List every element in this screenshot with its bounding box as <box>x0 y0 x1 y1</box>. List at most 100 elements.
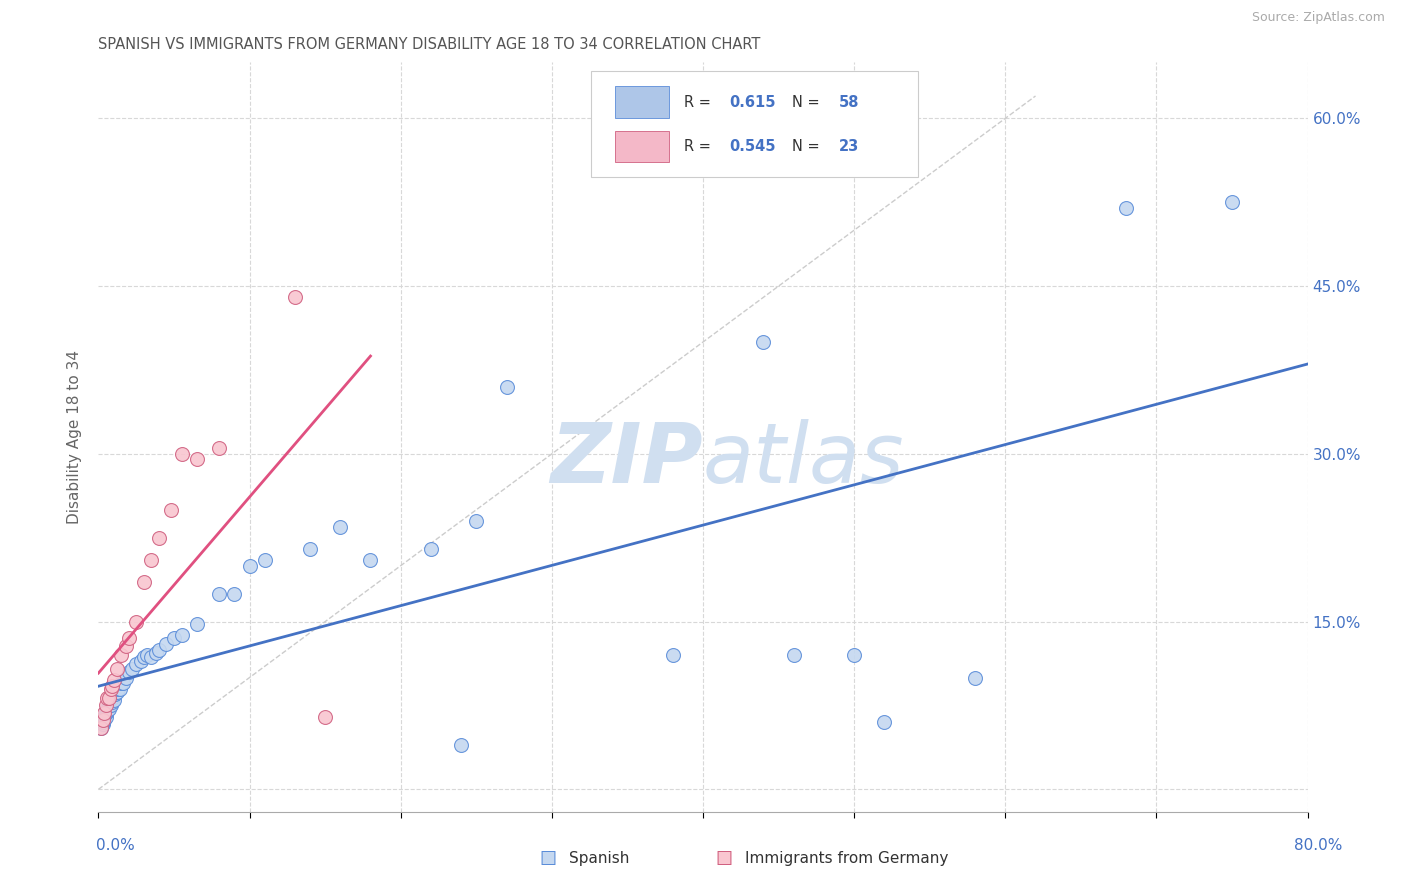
Point <box>661 648 683 662</box>
Point <box>100 681 122 696</box>
Point <box>420 541 443 556</box>
Point <box>96 700 118 714</box>
Point <box>104 687 127 701</box>
Point <box>1115 201 1137 215</box>
Point <box>101 680 124 694</box>
Point <box>98 695 121 709</box>
Point <box>148 642 170 657</box>
Point <box>103 687 125 701</box>
Point <box>752 334 775 349</box>
Point <box>118 632 141 646</box>
Point <box>129 654 152 668</box>
Point <box>145 646 167 660</box>
Text: N =: N = <box>793 139 825 153</box>
Point <box>91 717 114 731</box>
Point <box>105 685 128 699</box>
Point <box>170 447 193 461</box>
Point <box>91 715 114 730</box>
Point <box>148 531 170 545</box>
Point <box>111 676 134 690</box>
Point <box>125 615 148 629</box>
Point <box>141 553 163 567</box>
Point <box>101 690 124 705</box>
Point <box>98 690 121 705</box>
Text: 0.615: 0.615 <box>730 95 776 110</box>
Point <box>90 721 112 735</box>
Point <box>100 693 122 707</box>
Point <box>90 721 112 735</box>
Point <box>783 648 806 662</box>
FancyBboxPatch shape <box>614 87 669 118</box>
Point <box>160 502 183 516</box>
Point <box>495 380 517 394</box>
Text: 0.545: 0.545 <box>730 139 776 153</box>
Text: 80.0%: 80.0% <box>1295 838 1343 853</box>
Text: N =: N = <box>793 95 825 110</box>
Point <box>186 452 208 467</box>
Point <box>873 715 896 730</box>
Text: SPANISH VS IMMIGRANTS FROM GERMANY DISABILITY AGE 18 TO 34 CORRELATION CHART: SPANISH VS IMMIGRANTS FROM GERMANY DISAB… <box>98 37 761 52</box>
Point <box>329 519 352 533</box>
Point <box>224 587 246 601</box>
Point <box>239 558 262 573</box>
Point <box>314 709 336 723</box>
Text: □: □ <box>540 849 557 867</box>
Point <box>94 704 117 718</box>
Point <box>110 676 132 690</box>
Y-axis label: Disability Age 18 to 34: Disability Age 18 to 34 <box>67 350 83 524</box>
Point <box>94 706 117 721</box>
Text: Spanish: Spanish <box>569 851 630 865</box>
Point <box>98 702 121 716</box>
Text: R =: R = <box>683 139 716 153</box>
Point <box>103 673 125 687</box>
Point <box>93 713 115 727</box>
Point <box>96 704 118 718</box>
Point <box>208 587 231 601</box>
Point <box>93 706 115 721</box>
Point <box>101 695 124 709</box>
Point <box>96 690 118 705</box>
Text: 23: 23 <box>838 139 859 153</box>
Text: 58: 58 <box>838 95 859 110</box>
Point <box>108 681 131 696</box>
Point <box>299 541 322 556</box>
Point <box>465 514 488 528</box>
Point <box>114 639 136 653</box>
Point <box>132 650 155 665</box>
Text: 0.0%: 0.0% <box>96 838 135 853</box>
Point <box>1220 195 1243 210</box>
Point <box>105 662 128 676</box>
Point <box>132 575 155 590</box>
Point <box>135 648 157 662</box>
Point <box>93 709 115 723</box>
Point <box>170 628 193 642</box>
Point <box>94 709 117 723</box>
Point <box>121 662 143 676</box>
Point <box>965 671 987 685</box>
Point <box>284 290 307 304</box>
Point <box>450 738 472 752</box>
Text: ZIP: ZIP <box>550 419 703 500</box>
Text: Source: ZipAtlas.com: Source: ZipAtlas.com <box>1251 11 1385 24</box>
Text: atlas: atlas <box>703 419 904 500</box>
Point <box>100 698 122 713</box>
Text: Immigrants from Germany: Immigrants from Germany <box>745 851 949 865</box>
FancyBboxPatch shape <box>591 71 918 178</box>
Point <box>253 553 276 567</box>
Text: ■: ■ <box>716 849 733 867</box>
Point <box>98 698 121 713</box>
Point <box>91 713 114 727</box>
Point <box>844 648 866 662</box>
Point <box>110 648 132 662</box>
Point <box>125 657 148 672</box>
Point <box>94 698 117 713</box>
Point <box>118 665 141 679</box>
Point <box>114 671 136 685</box>
FancyBboxPatch shape <box>614 130 669 162</box>
Point <box>360 553 382 567</box>
Text: R =: R = <box>683 95 716 110</box>
Point <box>186 616 208 631</box>
Text: ■: ■ <box>540 849 557 867</box>
Point <box>155 637 177 651</box>
Point <box>208 442 231 456</box>
